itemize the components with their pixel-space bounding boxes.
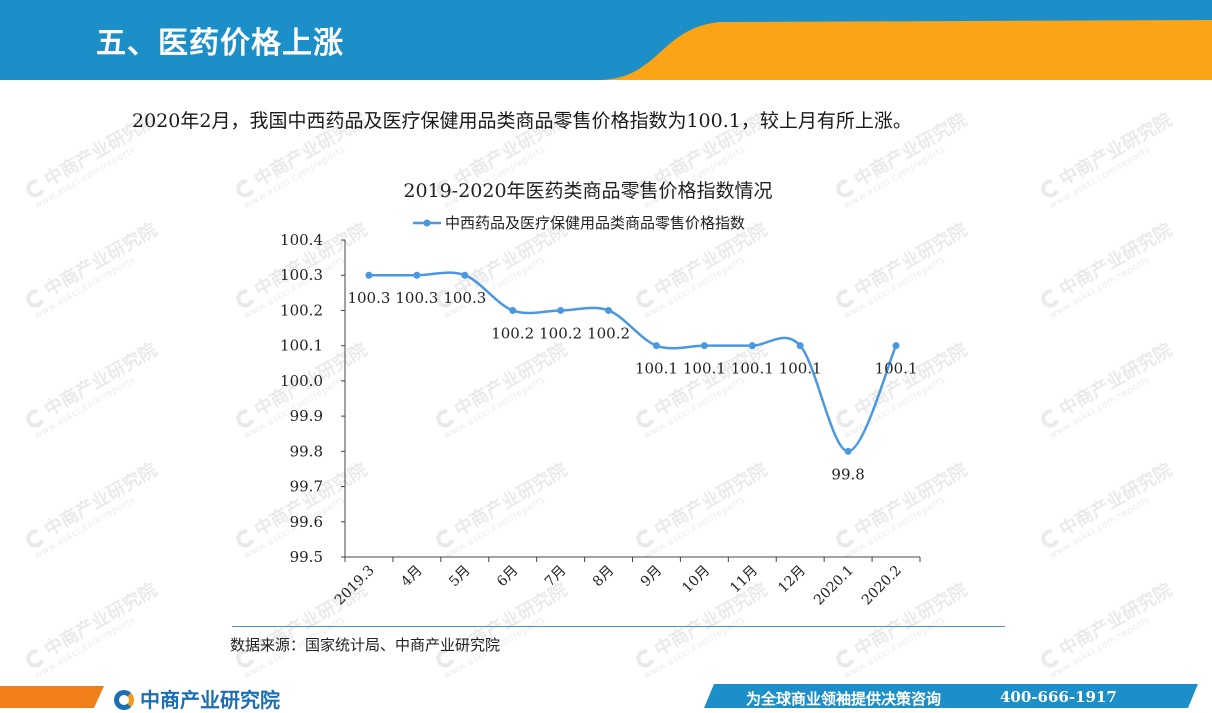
series-line-group bbox=[365, 271, 900, 455]
data-label: 100.1 bbox=[731, 360, 774, 378]
footer-phone: 400-666-1917 bbox=[1000, 688, 1117, 706]
x-tick-label: 8月 bbox=[590, 563, 618, 591]
brand-logo-icon bbox=[114, 690, 134, 710]
data-label: 100.1 bbox=[635, 360, 678, 378]
y-tick-label: 100.2 bbox=[280, 301, 323, 319]
data-source-note: 数据来源：国家统计局、中商产业研究院 bbox=[230, 636, 501, 654]
footer-bar bbox=[0, 683, 1212, 708]
header-banner: 五、医药价格上涨 bbox=[0, 0, 1212, 80]
y-axis-ticks: 100.4 100.3 100.2 100.1 100.0 99.9 99.8 99.7 99.… bbox=[280, 231, 345, 566]
x-tick-label: 10月 bbox=[679, 563, 713, 597]
data-label: 100.3 bbox=[395, 289, 438, 307]
y-tick-label: 99.7 bbox=[290, 478, 323, 496]
page-title: 五、医药价格上涨 bbox=[96, 26, 344, 61]
legend-dot-marker bbox=[423, 219, 431, 227]
y-tick-label: 100.0 bbox=[280, 372, 323, 390]
x-tick-label: 5月 bbox=[446, 563, 474, 591]
x-tick-label: 6月 bbox=[494, 563, 522, 591]
data-label: 100.1 bbox=[779, 360, 822, 378]
data-point bbox=[413, 271, 421, 279]
y-tick-label: 99.6 bbox=[290, 513, 323, 531]
x-tick-label: 12月 bbox=[775, 563, 809, 597]
data-label: 99.8 bbox=[831, 465, 864, 483]
data-point bbox=[748, 342, 756, 350]
y-tick-label: 100.4 bbox=[280, 231, 323, 249]
chart-title: 2019-2020年医药类商品零售价格指数情况 bbox=[403, 180, 772, 202]
legend-series-label: 中西药品及医疗保健用品类商品零售价格指数 bbox=[445, 214, 745, 232]
data-point bbox=[844, 447, 852, 455]
summary-text: 2020年2月，我国中西药品及医疗保健用品类商品零售价格指数为100.1，较上月… bbox=[132, 110, 912, 132]
x-tick-label: 11月 bbox=[727, 563, 761, 597]
source-divider bbox=[232, 626, 1005, 627]
data-point bbox=[605, 306, 613, 314]
header-decoration bbox=[600, 20, 1212, 80]
data-label: 100.1 bbox=[683, 360, 726, 378]
y-tick-label: 99.9 bbox=[290, 407, 323, 425]
chart-legend: 中西药品及医疗保健用品类商品零售价格指数 bbox=[413, 214, 745, 232]
data-label: 100.2 bbox=[587, 324, 630, 342]
x-tick-label: 7月 bbox=[542, 563, 570, 591]
x-tick-label: 4月 bbox=[398, 563, 426, 591]
chart-axes bbox=[344, 240, 920, 558]
data-point bbox=[796, 342, 804, 350]
data-labels: 100.3 100.3 100.3 100.2 100.2 100.2 100.1 100.1… bbox=[347, 289, 917, 483]
x-tick-label: 2020.2 bbox=[859, 563, 905, 609]
data-point bbox=[365, 271, 373, 279]
data-point bbox=[509, 306, 517, 314]
data-point bbox=[700, 342, 708, 350]
data-label: 100.3 bbox=[443, 289, 486, 307]
data-point bbox=[461, 271, 469, 279]
footer-logo-text: 中商产业研究院 bbox=[140, 688, 280, 712]
y-tick-label: 99.5 bbox=[290, 548, 323, 566]
y-tick-label: 99.8 bbox=[290, 442, 323, 460]
x-axis-ticks: 2019.3 4月 5月 6月 7月 8月 9月 10月 11月 12月 2020.1 2020.2 bbox=[332, 557, 921, 609]
data-point bbox=[652, 342, 660, 350]
data-label: 100.1 bbox=[875, 360, 918, 378]
data-label: 100.2 bbox=[491, 324, 534, 342]
x-tick-label: 9月 bbox=[638, 563, 666, 591]
data-label: 100.2 bbox=[539, 324, 582, 342]
footer-decoration bbox=[0, 684, 1198, 708]
footer-logo: 中商产业研究院 bbox=[114, 684, 280, 712]
data-point bbox=[557, 306, 565, 314]
x-tick-label: 2020.1 bbox=[811, 563, 857, 609]
footer-slogan: 为全球商业领袖提供决策咨询 bbox=[746, 690, 942, 708]
y-tick-label: 100.3 bbox=[280, 266, 323, 284]
x-tick-label: 2019.3 bbox=[332, 563, 378, 609]
data-point bbox=[892, 342, 900, 350]
data-label: 100.3 bbox=[347, 289, 390, 307]
y-tick-label: 100.1 bbox=[280, 337, 323, 355]
